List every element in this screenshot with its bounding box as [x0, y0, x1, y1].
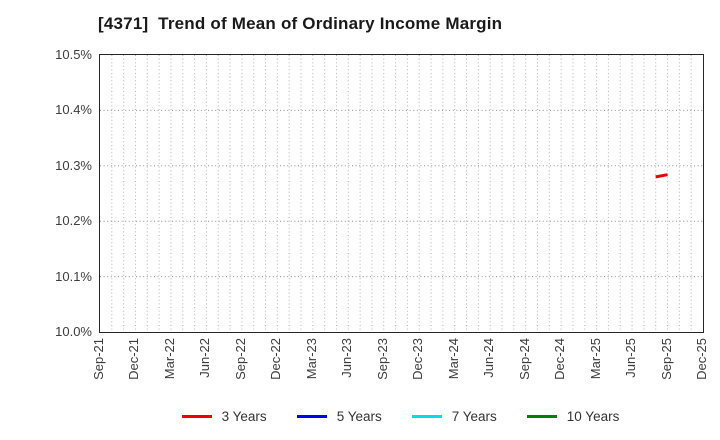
legend-item-10-years: 10 Years — [526, 408, 620, 424]
legend-item-7-years: 7 Years — [411, 408, 497, 424]
x-tick-label: Mar-22 — [161, 338, 177, 380]
y-tick-label: 10.3% — [55, 157, 92, 173]
x-tick-label: Jun-24 — [481, 338, 497, 378]
x-tick-label: Dec-22 — [268, 338, 284, 380]
x-tick-label: Mar-24 — [445, 338, 461, 380]
x-tick-label: Dec-23 — [410, 338, 426, 380]
x-tick-label: Jun-25 — [623, 338, 639, 378]
legend-swatch-icon — [181, 414, 212, 418]
chart-title: [4371] Trend of Mean of Ordinary Income … — [98, 14, 503, 33]
legend-label: 10 Years — [566, 408, 620, 424]
y-tick-label: 10.0% — [55, 324, 92, 339]
legend-swatch-icon — [411, 414, 442, 418]
x-tick-label: Dec-21 — [126, 338, 142, 380]
legend-label: 5 Years — [336, 408, 382, 424]
legend-item-5-years: 5 Years — [296, 408, 382, 424]
y-tick-label: 10.2% — [55, 213, 92, 229]
x-tick-label: Jun-22 — [197, 338, 213, 378]
x-tick-label: Jun-23 — [339, 338, 355, 378]
x-tick-label: Dec-25 — [694, 338, 709, 380]
x-tick-label: Dec-24 — [552, 338, 568, 380]
x-tick-label: Mar-23 — [303, 338, 319, 380]
x-tick-label: Sep-25 — [658, 338, 674, 380]
y-tick-label: 10.5% — [55, 47, 92, 62]
plot-grid-and-series — [100, 55, 703, 332]
legend-swatch-icon — [526, 414, 557, 418]
x-tick-label: Sep-24 — [516, 338, 532, 380]
x-tick-label: Sep-23 — [374, 338, 390, 380]
x-tick-label: Sep-21 — [91, 338, 106, 380]
x-tick-label: Mar-25 — [587, 338, 603, 380]
legend-label: 7 Years — [451, 408, 497, 424]
x-tick-label: Sep-22 — [232, 338, 248, 380]
legend-swatch-icon — [296, 414, 327, 418]
legend: 3 Years 5 Years 7 Years 10 Years — [99, 404, 702, 428]
y-tick-label: 10.4% — [55, 102, 92, 118]
legend-item-3-years: 3 Years — [181, 408, 267, 424]
legend-label: 3 Years — [221, 408, 267, 424]
y-tick-label: 10.1% — [55, 268, 92, 284]
plot-area — [99, 54, 704, 333]
series-line-3-years — [655, 173, 668, 179]
